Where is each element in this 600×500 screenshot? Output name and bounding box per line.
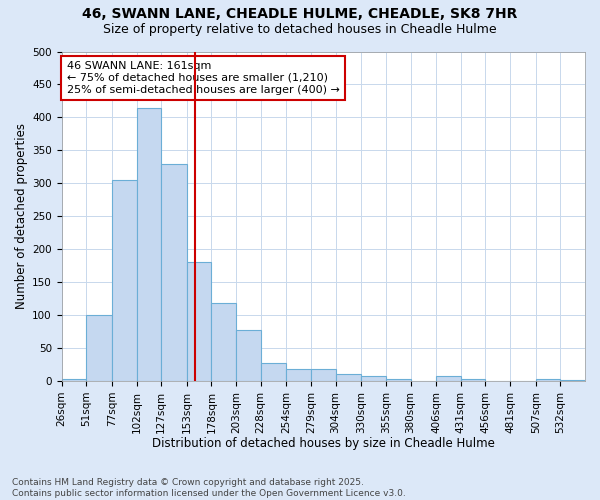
Bar	[436, 376, 461, 381]
Bar	[187, 262, 211, 381]
Y-axis label: Number of detached properties: Number of detached properties	[15, 123, 28, 309]
Bar	[286, 369, 311, 381]
X-axis label: Distribution of detached houses by size in Cheadle Hulme: Distribution of detached houses by size …	[152, 437, 495, 450]
Bar	[161, 164, 187, 381]
Bar	[560, 380, 585, 381]
Text: Size of property relative to detached houses in Cheadle Hulme: Size of property relative to detached ho…	[103, 22, 497, 36]
Bar	[335, 374, 361, 381]
Text: 46, SWANN LANE, CHEADLE HULME, CHEADLE, SK8 7HR: 46, SWANN LANE, CHEADLE HULME, CHEADLE, …	[82, 8, 518, 22]
Bar	[86, 315, 112, 381]
Text: Contains HM Land Registry data © Crown copyright and database right 2025.
Contai: Contains HM Land Registry data © Crown c…	[12, 478, 406, 498]
Bar	[112, 180, 137, 381]
Bar	[461, 379, 485, 381]
Bar	[386, 379, 410, 381]
Bar	[361, 376, 386, 381]
Bar	[261, 362, 286, 381]
Bar	[536, 379, 560, 381]
Bar	[62, 379, 86, 381]
Bar	[211, 303, 236, 381]
Bar	[311, 369, 335, 381]
Text: 46 SWANN LANE: 161sqm
← 75% of detached houses are smaller (1,210)
25% of semi-d: 46 SWANN LANE: 161sqm ← 75% of detached …	[67, 62, 340, 94]
Bar	[137, 108, 161, 381]
Bar	[236, 330, 261, 381]
